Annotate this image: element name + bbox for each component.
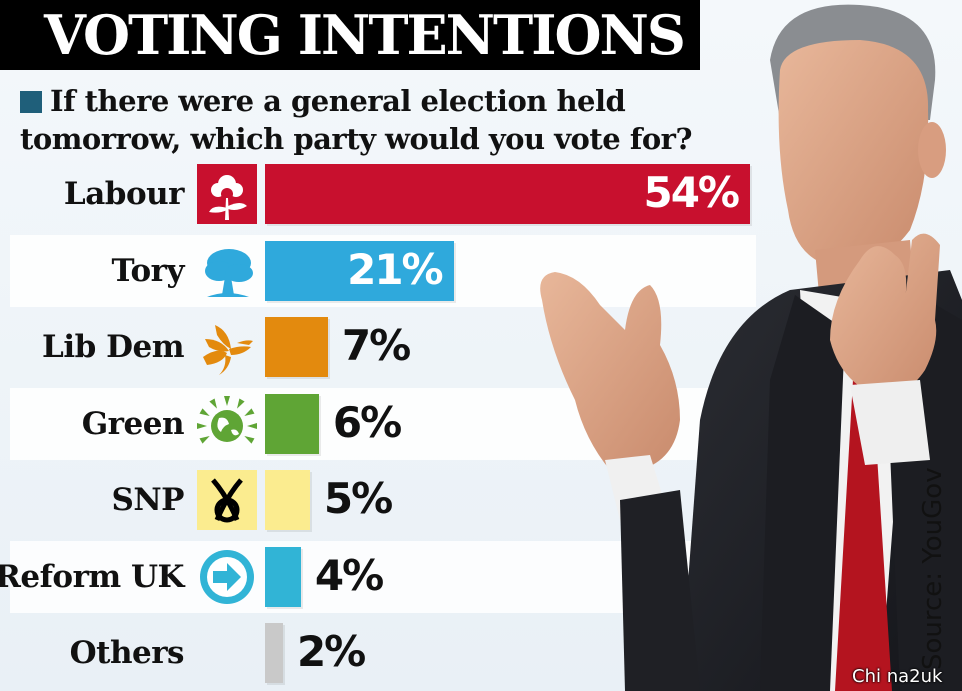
question-text: If there were a general election held to… xyxy=(20,82,740,158)
chart-title: VOTING INTENTIONS xyxy=(44,3,686,67)
bird-of-liberty-icon xyxy=(203,325,253,375)
bar-lib-dem xyxy=(265,317,328,377)
politician-photo xyxy=(540,4,962,691)
data-label-labour: 54% xyxy=(643,168,740,217)
data-label-lib-dem: 7% xyxy=(341,321,411,370)
question-marker-icon xyxy=(20,91,42,113)
data-label-snp: 5% xyxy=(323,474,393,523)
category-label-reform-uk: Reform UK xyxy=(0,558,184,595)
bar-snp xyxy=(265,470,310,530)
category-label-others: Others xyxy=(69,635,185,671)
bar-others xyxy=(265,623,283,683)
source-note: Source: YouGov xyxy=(918,467,948,670)
title-banner: VOTING INTENTIONS xyxy=(0,0,700,70)
data-label-others: 2% xyxy=(296,627,366,676)
data-label-green: 6% xyxy=(332,397,402,447)
bar-labour xyxy=(265,164,750,224)
data-label-reform-uk: 4% xyxy=(314,550,384,600)
oak-tree-icon xyxy=(205,248,253,297)
bar-reform-uk xyxy=(265,546,301,607)
snp-ribbon-icon xyxy=(197,470,257,530)
globe-leaves-icon xyxy=(197,395,257,444)
arrow-icon xyxy=(200,549,254,604)
category-label-green: Green xyxy=(81,405,185,442)
bar-tory xyxy=(265,240,454,301)
rose-icon xyxy=(197,164,257,224)
category-label-lib-dem: Lib Dem xyxy=(42,329,184,365)
question-label: If there were a general election held to… xyxy=(20,84,692,156)
category-label-tory: Tory xyxy=(111,252,184,289)
category-label-snp: SNP xyxy=(111,482,184,518)
category-label-labour: Labour xyxy=(63,176,185,212)
bar-green xyxy=(265,393,319,454)
data-label-tory: 21% xyxy=(347,244,444,294)
watermark-text: Chi na2uk xyxy=(852,666,943,687)
